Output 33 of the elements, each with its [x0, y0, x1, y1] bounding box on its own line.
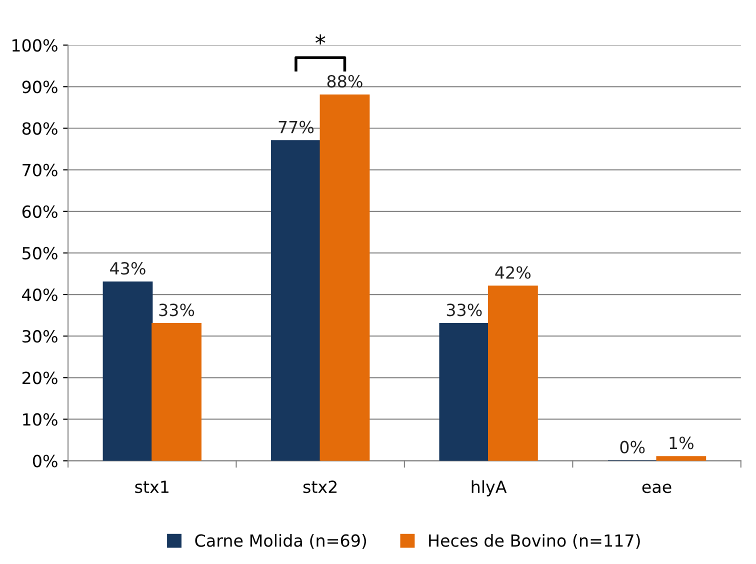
- data-label: 42%: [495, 266, 531, 279]
- y-tick-label: 10%: [23, 413, 58, 426]
- y-tick-label: 100%: [12, 39, 58, 52]
- y-tick-label: 60%: [22, 205, 58, 218]
- y-tick-label: 50%: [22, 246, 58, 260]
- y-tick-label: 0%: [32, 454, 58, 468]
- bar: [439, 323, 490, 461]
- bar: [271, 140, 321, 461]
- x-tick-label: hlyA: [472, 480, 507, 496]
- legend-label: Carne Molida (n=69): [195, 534, 366, 549]
- y-tick-label: 90%: [22, 80, 58, 94]
- bar: [152, 323, 202, 461]
- bar: [488, 286, 538, 461]
- y-tick-label: 20%: [22, 372, 58, 384]
- y-tick-label: 40%: [22, 288, 58, 302]
- bar: [656, 456, 706, 461]
- x-tick-label: stx1: [135, 480, 168, 494]
- y-tick-label: 80%: [22, 122, 58, 135]
- data-label: 0%: [620, 440, 645, 454]
- data-label: 33%: [159, 304, 194, 316]
- data-label: 33%: [446, 304, 482, 316]
- x-tick-label: eae: [642, 484, 672, 494]
- x-tick-label: stx2: [303, 480, 337, 494]
- data-label: 1%: [670, 436, 694, 450]
- y-tick-label: 70%: [22, 164, 58, 176]
- data-label: 43%: [110, 262, 146, 275]
- y-tick-label: 30%: [22, 330, 58, 343]
- data-label: 77%: [278, 120, 314, 134]
- bar: [102, 281, 153, 461]
- data-label: 88%: [327, 75, 362, 88]
- text: *: [315, 34, 326, 45]
- bar: [320, 94, 370, 461]
- legend-label: Heces de Bovino (n=117): [429, 534, 640, 549]
